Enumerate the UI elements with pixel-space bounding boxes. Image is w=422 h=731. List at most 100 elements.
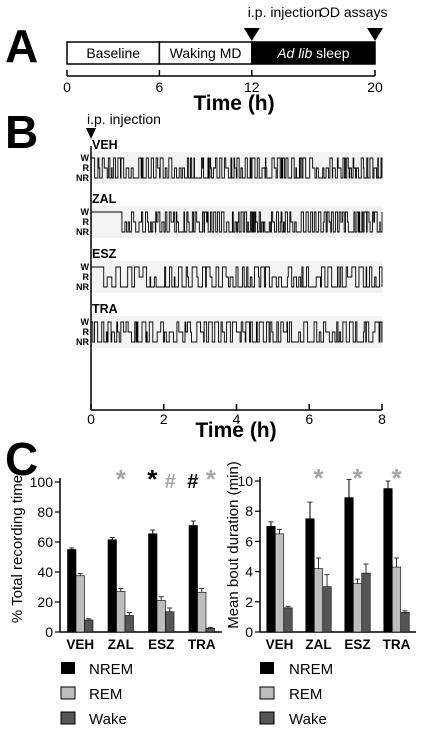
trace-state-label-2-2: NR [76, 282, 89, 292]
c1-bar-wake-0 [283, 607, 293, 633]
c0-significance-2: # [165, 471, 176, 493]
c1-significance-1: * [352, 463, 363, 493]
c1-bar-nrem-2 [344, 497, 354, 633]
c0-bar-rem-0 [75, 575, 85, 633]
panel-b-letter: B [5, 106, 38, 158]
trace-name-0: VEH [92, 138, 118, 152]
timeline-tick-label-2: 12 [244, 79, 260, 95]
panel-b-xlabel: Time (h) [195, 419, 276, 442]
c0-ytick-label-1: 20 [37, 594, 53, 610]
hypnogram-trace-3 [91, 321, 383, 343]
c0-category-2: ESZ [148, 637, 174, 652]
marker-label-0: i.p. injection [248, 4, 322, 20]
c0-bar-wake-0 [84, 619, 94, 633]
timeline-segment-label-2: Ad lib sleep [276, 45, 350, 61]
c1-category-2: ESZ [344, 637, 370, 652]
hypnogram-tick-label-2: 4 [233, 411, 241, 427]
c0-bar-wake-2 [165, 611, 175, 633]
trace-name-1: ZAL [92, 192, 117, 206]
panel-c-recording-time-chart: 0 20 40 60 80 100 VEH ZAL ESZ TRA * * # # * [30, 464, 222, 652]
c0-category-3: TRA [188, 637, 216, 652]
legend-left-rem-label: REM [89, 686, 122, 703]
legend-right: NREM REM Wake [259, 661, 333, 728]
c1-bar-wake-3 [400, 612, 410, 633]
timeline-tick-label-3: 20 [367, 79, 383, 95]
hypnogram-trace-2 [91, 266, 383, 288]
panel-c-right-ylabel: Mean bout duration (min) [225, 461, 242, 629]
c1-ytick-label-5: 10 [237, 473, 253, 489]
legend-right-wake-label: Wake [289, 711, 327, 728]
trace-state-label-3-0: W [81, 317, 90, 327]
c1-bar-wake-2 [361, 572, 371, 633]
hypnogram-trace-1 [91, 211, 383, 233]
c0-bar-rem-3 [197, 591, 207, 633]
c1-ytick-label-1: 2 [245, 594, 253, 610]
c1-significance-2: * [391, 463, 402, 493]
c1-bar-nrem-0 [266, 525, 276, 633]
timeline-tick-label-1: 6 [156, 79, 164, 95]
timeline-tick-label-0: 0 [63, 79, 71, 95]
trace-name-3: TRA [92, 302, 118, 316]
legend-right-rem-label: REM [289, 686, 322, 703]
c1-bar-nrem-1 [305, 518, 315, 633]
panel-a-letter: A [5, 20, 38, 72]
c1-bar-rem-2 [352, 583, 363, 633]
hypnogram-tick-label-4: 8 [378, 411, 386, 427]
legend-left-nrem-swatch [61, 662, 75, 674]
panel-c-letter: C [5, 433, 38, 485]
timeline-segment-label-text-0: Baseline [86, 45, 140, 61]
panel-c-bout-duration-chart: 0 2 4 6 8 10 VEH ZAL ESZ TRA * * * [237, 463, 416, 652]
trace-state-label-3-2: NR [76, 337, 89, 347]
c0-bar-nrem-2 [148, 533, 158, 633]
c0-significance-0: * [116, 464, 127, 494]
legend-left-rem-swatch [60, 686, 76, 700]
panel-a-xlabel: Time (h) [193, 92, 274, 115]
trace-state-label-2-0: W [81, 262, 90, 272]
hypnogram-tick-label-1: 2 [160, 411, 168, 427]
trace-state-label-3-1: R [83, 327, 90, 337]
legend-right-wake-swatch [259, 711, 275, 725]
panel-a-timeline: Baseline Waking MD Ad lib sleep 0 6 12 20 i.p. … [63, 4, 387, 95]
c1-category-3: TRA [383, 637, 411, 652]
c0-bar-rem-2 [156, 600, 166, 633]
c0-ytick-label-4: 80 [37, 504, 53, 520]
c1-bar-wake-1 [322, 586, 332, 633]
legend-left-wake-label: Wake [89, 711, 127, 728]
trace-state-label-2-1: R [83, 272, 90, 282]
timeline-segment-label-text-2: sleep [312, 45, 350, 61]
c0-bar-wake-3 [205, 627, 215, 633]
c1-significance-0: * [313, 463, 324, 493]
c1-category-0: VEH [266, 637, 294, 652]
panel-b-injection-label: i.p. injection [87, 111, 161, 127]
c1-bar-rem-3 [391, 566, 402, 633]
c0-ytick-label-5: 100 [30, 474, 54, 490]
marker-arrow-icon-1 [367, 28, 383, 41]
c1-bar-rem-0 [274, 533, 285, 633]
c1-ytick-label-0: 0 [245, 624, 253, 640]
timeline-segment-label-text-1: Waking MD [170, 45, 242, 61]
trace-state-label-1-1: R [83, 217, 90, 227]
hypnogram-tick-label-0: 0 [87, 411, 95, 427]
c0-ytick-label-0: 0 [45, 624, 53, 640]
timeline-segment-label-0: Baseline [86, 45, 140, 61]
timeline-segment-2 [251, 41, 376, 65]
c1-category-1: ZAL [305, 637, 331, 652]
timeline-segment-label-italic-2: Ad lib [276, 45, 312, 61]
trace-name-2: ESZ [92, 247, 117, 261]
legend-left: NREM REM Wake [60, 661, 133, 728]
legend-right-rem-swatch [259, 686, 275, 700]
trace-state-label-1-2: NR [76, 227, 89, 237]
c1-ytick-label-3: 6 [245, 533, 253, 549]
trace-state-label-1-0: W [81, 207, 90, 217]
c1-bar-rem-1 [313, 568, 324, 633]
panel-c-left-ylabel: % Total recording time [9, 475, 26, 623]
trace-state-label-0-2: NR [76, 173, 89, 183]
c0-ytick-label-3: 60 [37, 534, 53, 550]
legend-left-wake-swatch [60, 711, 76, 725]
injection-arrow-icon [86, 128, 96, 139]
c1-ytick-label-2: 4 [245, 564, 253, 580]
hypnogram-trace-0 [91, 157, 383, 179]
c0-ytick-label-2: 40 [37, 564, 53, 580]
